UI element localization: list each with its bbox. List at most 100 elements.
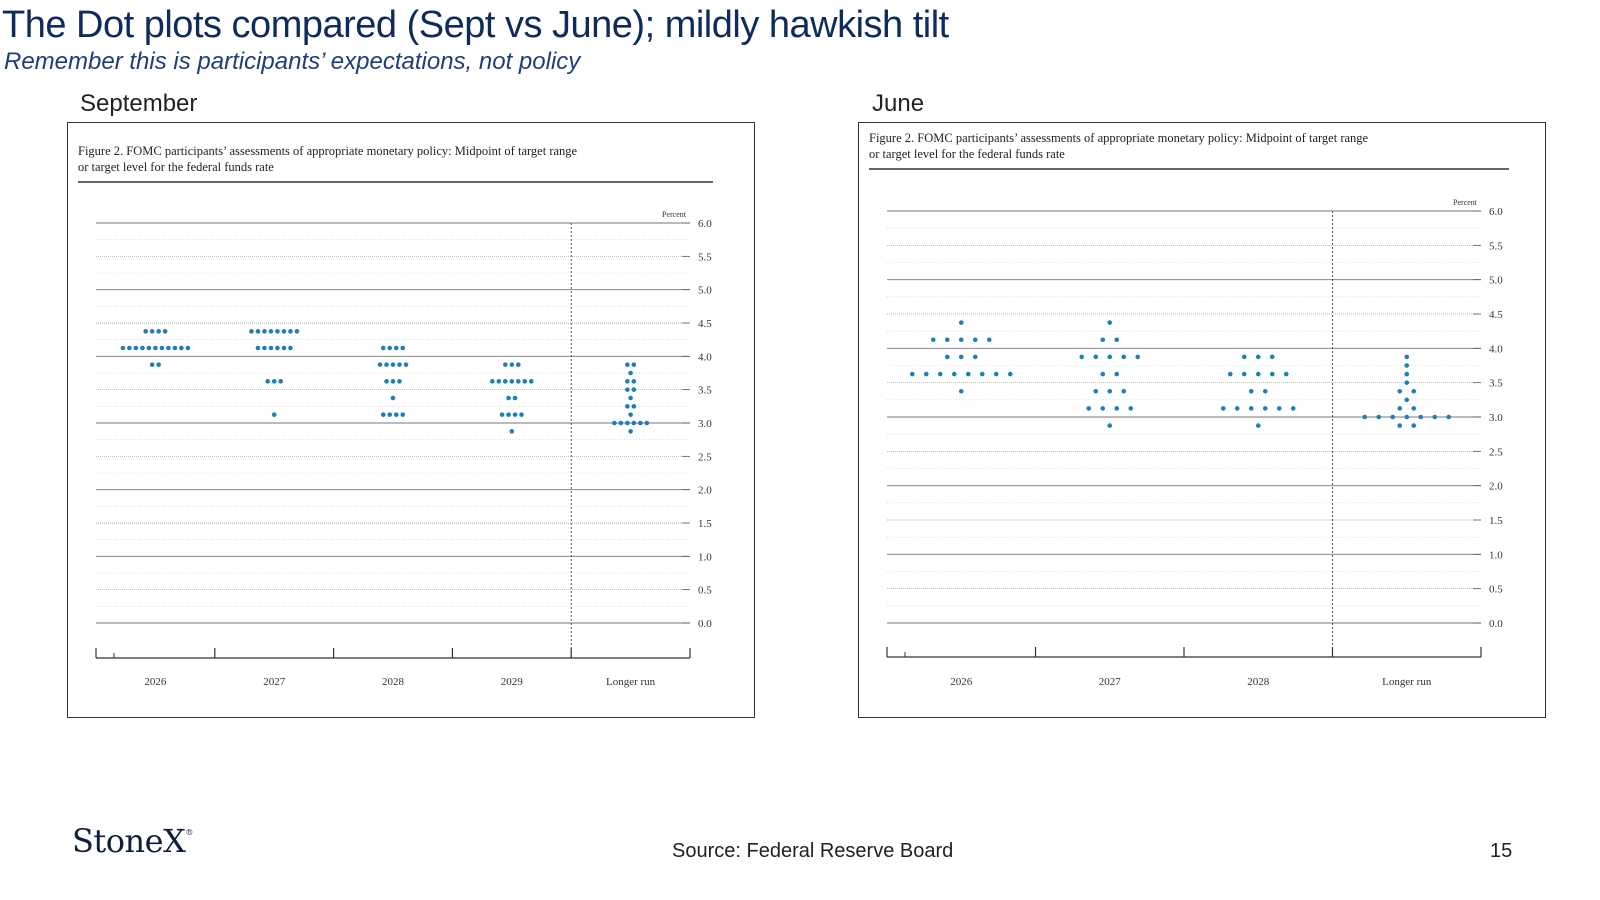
participant-dot: [1283, 371, 1289, 377]
participant-dot: [146, 345, 152, 351]
participant-dot: [403, 362, 409, 367]
participant-dot: [923, 371, 929, 377]
y-tick-label: 4.0: [1489, 343, 1503, 355]
participant-dot: [972, 337, 978, 343]
source-note: Source: Federal Reserve Board: [672, 840, 954, 862]
participant-dot: [506, 412, 511, 417]
participant-dot: [1376, 414, 1382, 420]
x-category-label: Longer run: [1382, 676, 1432, 688]
participant-dot: [516, 379, 521, 384]
participant-dot: [1086, 406, 1092, 411]
participant-dot: [127, 345, 132, 351]
participant-dot: [149, 329, 155, 334]
participant-dot: [1269, 371, 1275, 377]
y-tick-label: 3.5: [698, 385, 712, 397]
participant-dot: [631, 362, 637, 367]
participant-dot: [275, 345, 280, 351]
participant-dot: [1241, 354, 1247, 360]
participant-dot: [1262, 388, 1268, 394]
participant-dot: [384, 362, 389, 367]
participant-dot: [387, 412, 393, 417]
y-tick-label: 6.0: [1489, 206, 1503, 218]
y-tick-label: 2.0: [698, 485, 712, 497]
participant-dot: [255, 329, 261, 334]
participant-dot: [496, 379, 502, 384]
y-tick-label: 5.5: [698, 251, 712, 263]
participant-dot: [262, 345, 267, 351]
participant-dot: [390, 379, 396, 384]
participant-dot: [490, 379, 495, 384]
participant-dot: [156, 362, 161, 367]
participant-dot: [503, 379, 508, 384]
participant-dot: [397, 362, 402, 367]
participant-dot: [281, 345, 287, 351]
participant-dot: [380, 412, 386, 417]
participant-dot: [628, 370, 633, 376]
participant-dot: [503, 362, 508, 367]
participant-dot: [166, 345, 171, 351]
y-tick-label: 1.0: [1489, 549, 1503, 561]
participant-dot: [1093, 388, 1099, 394]
participant-dot: [262, 329, 267, 334]
participant-dot: [268, 345, 274, 351]
participant-dot: [512, 395, 518, 401]
participant-dot: [509, 362, 515, 367]
participant-dot: [1404, 414, 1410, 420]
participant-dot: [965, 371, 971, 377]
x-category-label: 2026: [950, 676, 973, 688]
participant-dot: [612, 420, 617, 426]
participant-dot: [288, 329, 293, 334]
participant-dot: [1404, 354, 1410, 360]
participant-dot: [1397, 423, 1403, 428]
figure-caption-line-1: Figure 2. FOMC participants’ assessments…: [869, 131, 1369, 145]
participant-dot: [1100, 406, 1106, 411]
participant-dot: [400, 345, 406, 351]
participant-dot: [1093, 354, 1099, 360]
participant-dot: [638, 420, 643, 426]
participant-dot: [625, 420, 630, 426]
participant-dot: [958, 388, 964, 394]
participant-dot: [625, 404, 630, 409]
slide-title: The Dot plots compared (Sept vs June); m…: [2, 4, 949, 46]
participant-dot: [387, 345, 393, 351]
participant-dot: [625, 379, 630, 384]
participant-dot: [909, 371, 915, 377]
participant-dot: [393, 412, 399, 417]
participant-dot: [380, 345, 386, 351]
y-tick-label: 0.0: [1489, 618, 1503, 630]
participant-dot: [631, 379, 637, 384]
participant-dot: [1107, 423, 1113, 428]
participant-dot: [944, 337, 950, 343]
participant-dot: [1446, 414, 1452, 420]
participant-dot: [278, 379, 283, 384]
participant-dot: [937, 371, 943, 377]
participant-dot: [1397, 406, 1403, 411]
participant-dot: [625, 387, 630, 392]
participant-dot: [400, 412, 406, 417]
participant-dot: [133, 345, 139, 351]
participant-dot: [185, 345, 191, 351]
participant-dot: [618, 420, 624, 426]
y-tick-label: 1.5: [698, 518, 712, 530]
x-category-label: Longer run: [606, 676, 656, 688]
x-category-label: 2027: [263, 676, 286, 688]
participant-dot: [1411, 423, 1417, 428]
participant-dot: [288, 345, 293, 351]
participant-dot: [506, 395, 511, 401]
y-tick-label: 1.5: [1489, 515, 1503, 527]
y-tick-label: 3.0: [698, 418, 712, 430]
participant-dot: [979, 371, 985, 377]
unit-label: Percent: [1453, 198, 1478, 207]
participant-dot: [1397, 388, 1403, 394]
participant-dot: [1432, 414, 1438, 420]
participant-dot: [1114, 371, 1120, 377]
y-tick-label: 0.5: [698, 585, 712, 597]
participant-dot: [644, 420, 650, 426]
participant-dot: [275, 329, 280, 334]
participant-dot: [1248, 388, 1254, 394]
participant-dot: [631, 387, 637, 392]
participant-dot: [1404, 397, 1410, 403]
participant-dot: [1107, 388, 1113, 394]
participant-dot: [986, 337, 992, 343]
logo-mark: ®: [185, 828, 193, 837]
